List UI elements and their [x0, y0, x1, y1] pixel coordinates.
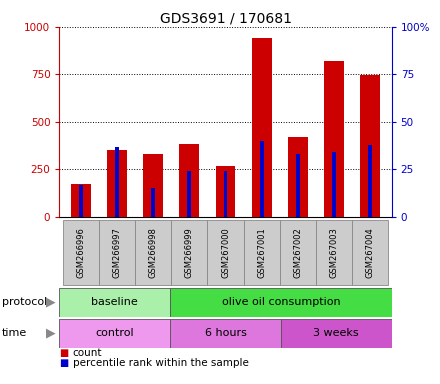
Bar — [368, 145, 372, 217]
Bar — [59, 288, 170, 317]
Text: GSM266997: GSM266997 — [113, 227, 122, 278]
Bar — [207, 220, 244, 285]
Bar — [71, 184, 91, 217]
Bar — [171, 220, 207, 285]
Text: GSM266996: GSM266996 — [77, 227, 85, 278]
Bar — [281, 319, 392, 348]
Bar — [79, 185, 83, 217]
Text: time: time — [2, 328, 27, 338]
Bar — [135, 220, 171, 285]
Text: GSM266999: GSM266999 — [185, 227, 194, 278]
Bar — [244, 220, 280, 285]
Bar — [224, 171, 227, 217]
Text: GSM267003: GSM267003 — [329, 227, 338, 278]
Bar — [260, 141, 264, 217]
Bar — [352, 220, 388, 285]
Bar — [143, 154, 163, 217]
Text: baseline: baseline — [92, 297, 138, 308]
Text: GSM267002: GSM267002 — [293, 227, 302, 278]
Bar — [252, 38, 271, 217]
Bar — [115, 147, 119, 217]
Bar — [324, 61, 344, 217]
Text: GSM267000: GSM267000 — [221, 227, 230, 278]
Bar — [151, 189, 155, 217]
Bar — [288, 137, 308, 217]
Bar — [59, 319, 170, 348]
Text: protocol: protocol — [2, 297, 48, 307]
Text: control: control — [95, 328, 134, 338]
Text: ■: ■ — [59, 348, 69, 358]
Text: 6 hours: 6 hours — [205, 328, 246, 338]
Bar — [187, 171, 191, 217]
Text: GSM267004: GSM267004 — [366, 227, 374, 278]
Text: count: count — [73, 348, 102, 358]
Bar — [107, 151, 127, 217]
Bar — [296, 154, 300, 217]
Bar — [63, 220, 99, 285]
Bar — [170, 288, 392, 317]
Bar — [332, 152, 336, 217]
Text: GSM267001: GSM267001 — [257, 227, 266, 278]
Bar — [180, 144, 199, 217]
Bar — [170, 319, 281, 348]
Text: percentile rank within the sample: percentile rank within the sample — [73, 358, 249, 368]
Bar — [280, 220, 316, 285]
Text: ■: ■ — [59, 358, 69, 368]
Title: GDS3691 / 170681: GDS3691 / 170681 — [160, 12, 291, 26]
Bar — [316, 220, 352, 285]
Bar — [360, 75, 380, 217]
Bar — [99, 220, 135, 285]
Text: GSM266998: GSM266998 — [149, 227, 158, 278]
Text: olive oil consumption: olive oil consumption — [222, 297, 340, 308]
Text: ▶: ▶ — [46, 326, 56, 339]
Text: ▶: ▶ — [46, 296, 56, 309]
Text: 3 weeks: 3 weeks — [313, 328, 359, 338]
Bar — [216, 166, 235, 217]
